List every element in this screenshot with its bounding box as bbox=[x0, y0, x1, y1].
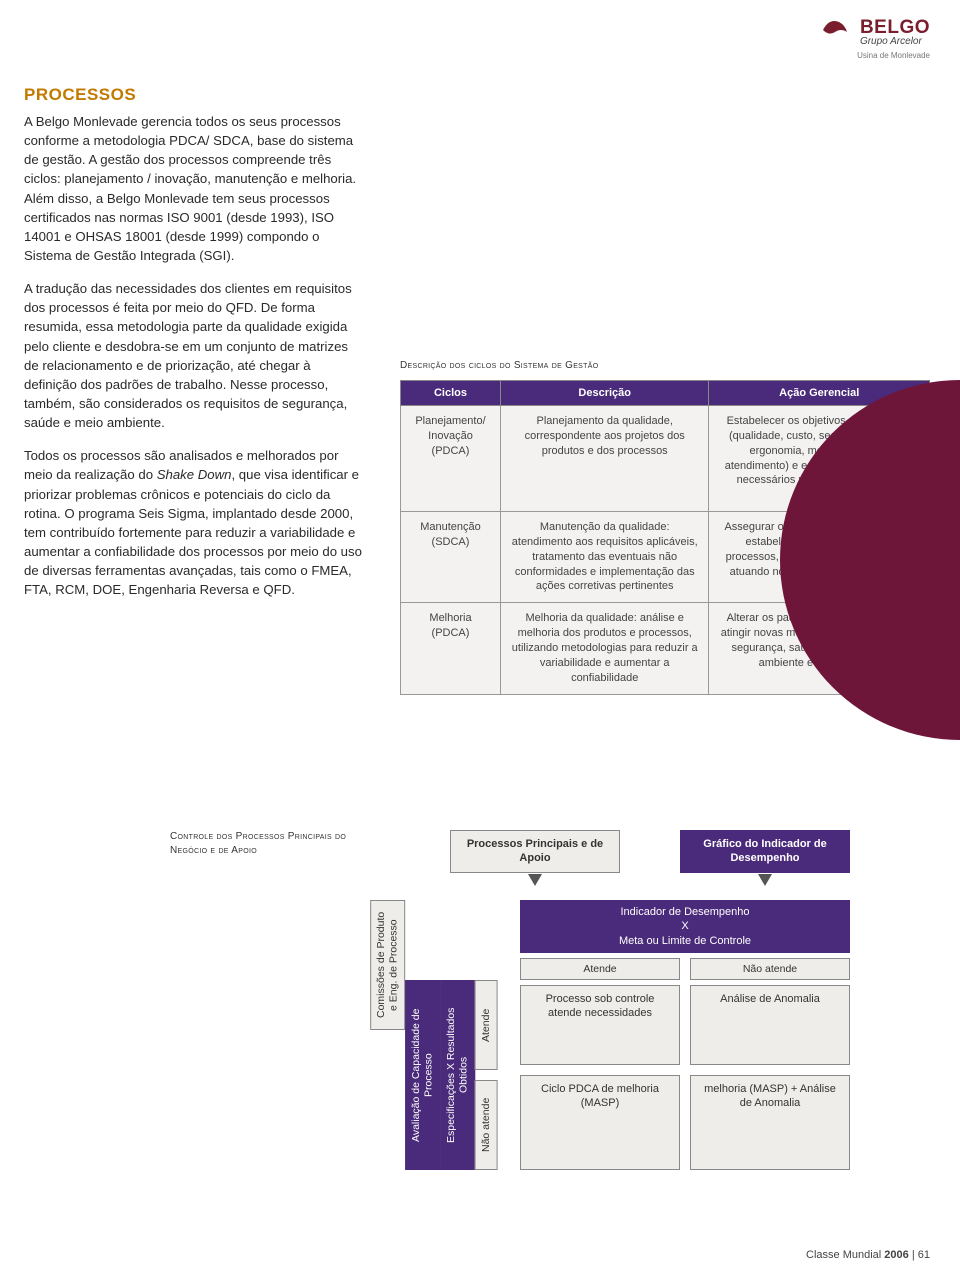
paragraph: A Belgo Monlevade gerencia todos os seus… bbox=[24, 112, 364, 265]
flow-vlabel-atende: Atende bbox=[475, 980, 498, 1070]
paragraph: A tradução das necessidades dos clientes… bbox=[24, 279, 364, 432]
page-footer: Classe Mundial 2006 | 61 bbox=[806, 1249, 930, 1261]
flow-vlabel-spec-results: Especificações X Resultados Obtidos bbox=[440, 980, 475, 1170]
flow-indicator-bar: Indicador de Desempenho X Meta ou Limite… bbox=[520, 900, 850, 953]
flow-cell: Processo sob controle atende necessidade… bbox=[520, 985, 680, 1065]
footer-year: 2006 bbox=[884, 1249, 908, 1261]
brand-subtitle: Grupo Arcelor bbox=[860, 37, 930, 47]
flow-caption: Controle dos Processos Principais do Neg… bbox=[170, 830, 370, 858]
brand-tagline: Usina de Monlevade bbox=[821, 51, 930, 60]
flow-vlabel-capacity: Avaliação de Capacidade de Processo bbox=[405, 980, 440, 1170]
table-header: Descrição bbox=[501, 381, 709, 406]
brand-name: BELGO bbox=[860, 18, 930, 37]
flow-col-header-nao-atende: Não atende bbox=[690, 958, 850, 980]
flow-vlabel-commissions: Comissões de Produto e Eng. de Processo bbox=[370, 900, 405, 1030]
process-flowchart: Processos Principais e de Apoio Gráfico … bbox=[380, 830, 910, 1210]
flow-col-header-atende: Atende bbox=[520, 958, 680, 980]
section-title: PROCESSOS bbox=[24, 85, 136, 105]
flow-vlabel-nao-atende: Não atende bbox=[475, 1080, 498, 1170]
footer-page: 61 bbox=[918, 1249, 930, 1261]
flow-cell: Ciclo PDCA de melhoria (MASP) bbox=[520, 1075, 680, 1170]
flow-cell: melhoria (MASP) + Análise de Anomalia bbox=[690, 1075, 850, 1170]
brand-logo: BELGO Grupo Arcelor Usina de Monlevade bbox=[821, 18, 930, 60]
table-header: Ciclos bbox=[401, 381, 501, 406]
body-column: A Belgo Monlevade gerencia todos os seus… bbox=[24, 112, 364, 613]
table-caption: Descrição dos ciclos do Sistema de Gestã… bbox=[400, 360, 598, 371]
flow-box-indicator-graph: Gráfico do Indicador de Desempenho bbox=[680, 830, 850, 873]
flow-box-processes: Processos Principais e de Apoio bbox=[450, 830, 620, 873]
footer-label: Classe Mundial bbox=[806, 1249, 881, 1261]
paragraph: Todos os processos são analisados e melh… bbox=[24, 446, 364, 599]
arrow-down-icon bbox=[758, 874, 772, 886]
flow-cell: Análise de Anomalia bbox=[690, 985, 850, 1065]
brand-mark-icon bbox=[821, 18, 851, 47]
arrow-down-icon bbox=[528, 874, 542, 886]
